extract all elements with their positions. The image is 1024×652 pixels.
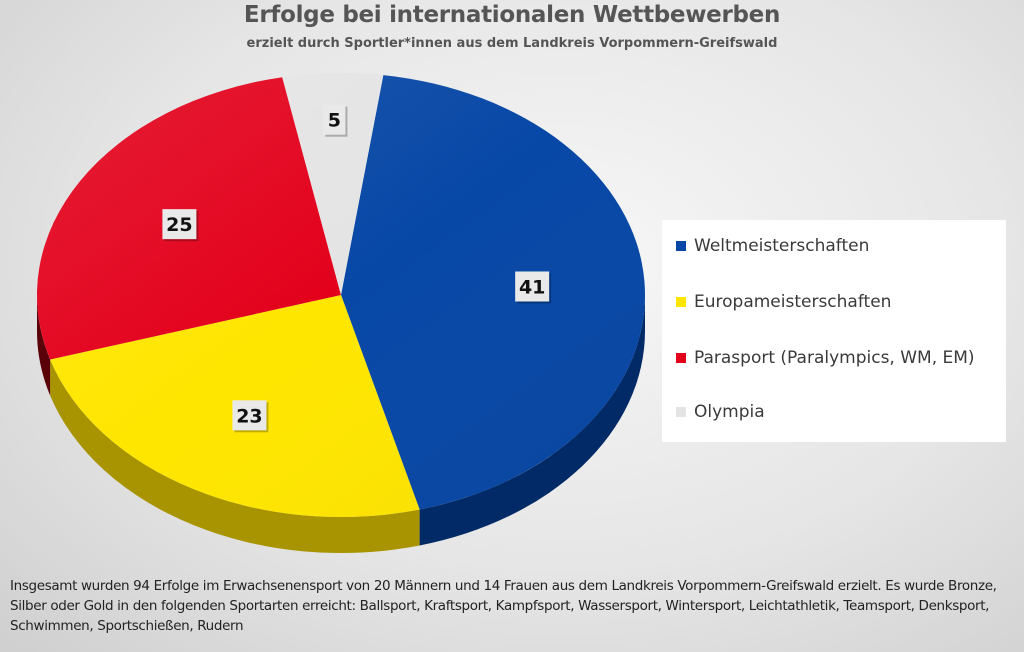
legend-label: Parasport (Paralympics, WM, EM) — [694, 348, 975, 368]
data-label-text: 41 — [519, 276, 545, 298]
legend-item-olympia: Olympia — [676, 400, 765, 424]
pie-sides — [37, 295, 645, 553]
data-label-box — [232, 400, 267, 431]
pie-shine — [37, 73, 645, 517]
legend-item-europameisterschaften: Europameisterschaften — [676, 290, 891, 314]
legend-item-weltmeisterschaften: Weltmeisterschaften — [676, 234, 869, 258]
legend-swatch — [676, 407, 686, 417]
legend-label: Weltmeisterschaften — [694, 236, 870, 256]
legend-label: Olympia — [694, 402, 765, 422]
chart-subtitle: erzielt durch Sportler*innen aus dem Lan… — [246, 36, 778, 51]
legend-label: Europameisterschaften — [694, 292, 892, 312]
pie-tops — [36, 73, 645, 517]
data-label-text: 25 — [166, 214, 192, 236]
data-label-europameisterschaften: 23 — [232, 400, 269, 433]
data-label-text: 5 — [328, 110, 341, 132]
legend-swatch — [676, 297, 686, 307]
data-label-box — [515, 271, 550, 302]
pie-side-europameisterschaften — [50, 359, 420, 553]
data-label-text: 23 — [236, 405, 262, 427]
legend: Weltmeisterschaften Europameisterschafte… — [662, 220, 1006, 442]
footnote-text: Insgesamt wurden 94 Erfolge im Erwachsen… — [10, 578, 997, 634]
data-label-box — [162, 209, 197, 240]
pie-data-labels: 41 23 25 5 — [162, 104, 552, 433]
pie-side-parasport-paralympics-wm-em — [37, 295, 51, 396]
data-label-box — [323, 104, 346, 135]
data-label-weltmeisterschaften: 41 — [515, 271, 552, 304]
data-label-parasport-paralympics-wm-em: 25 — [162, 209, 199, 242]
chart-title: Erfolge bei internationalen Wettbewerben — [243, 2, 781, 28]
legend-item-parasport: Parasport (Paralympics, WM, EM) — [676, 346, 975, 370]
data-label-olympia: 5 — [323, 104, 348, 137]
legend-swatch — [676, 353, 686, 363]
legend-swatch — [676, 241, 686, 251]
pie-side-weltmeisterschaften — [419, 295, 645, 546]
